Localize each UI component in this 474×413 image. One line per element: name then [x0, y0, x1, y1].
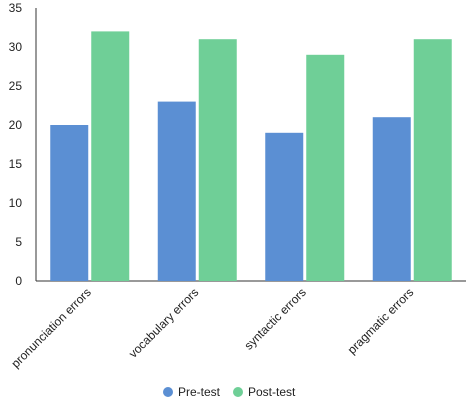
- bar-pre-test-1: [157, 101, 196, 281]
- legend-marker: [163, 387, 173, 397]
- legend-label: Post-test: [248, 385, 296, 399]
- bar-post-test-1: [198, 39, 237, 282]
- y-tick-label: 0: [15, 274, 22, 288]
- x-category-label: syntactic errors: [241, 285, 308, 352]
- bar-pre-test-3: [372, 117, 411, 281]
- y-axis-ticks: 0 5 10 15 20 25 30 35: [9, 1, 23, 288]
- x-category-label: pronunciation errors: [8, 285, 93, 370]
- bar-post-test-2: [306, 54, 345, 281]
- bars: [50, 31, 452, 282]
- y-tick-label: 35: [9, 1, 23, 15]
- y-tick-label: 10: [9, 196, 23, 210]
- bar-post-test-3: [413, 39, 452, 282]
- bar-pre-test-2: [265, 132, 304, 281]
- y-tick-label: 5: [15, 235, 22, 249]
- y-tick-label: 25: [9, 79, 23, 93]
- legend: Pre-test Post-test: [163, 385, 296, 399]
- legend-label: Pre-test: [178, 385, 221, 399]
- y-tick-label: 30: [9, 40, 23, 54]
- y-tick-label: 15: [9, 157, 23, 171]
- y-tick-label: 20: [9, 118, 23, 132]
- x-category-label: vocabulary errors: [126, 285, 201, 360]
- bar-post-test-0: [91, 31, 130, 282]
- bar-pre-test-0: [50, 125, 89, 281]
- legend-marker: [233, 387, 243, 397]
- x-axis-category-labels: pronunciation errors vocabulary errors syn…: [8, 285, 416, 370]
- x-category-label: pragmatic errors: [345, 285, 417, 357]
